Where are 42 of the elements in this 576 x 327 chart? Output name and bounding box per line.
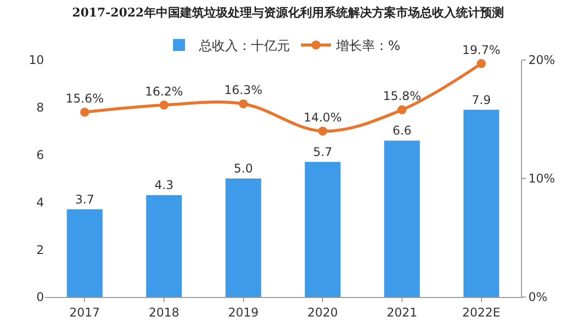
y2-tick-label: 10% — [528, 172, 556, 186]
y-tick-label: 8 — [36, 100, 44, 115]
y2-tick-label: 0% — [528, 290, 548, 304]
data-label: 16.3% — [224, 83, 262, 98]
point — [160, 100, 168, 110]
y-tick-label: 4 — [36, 195, 44, 210]
legend-label: 总收入：十亿元 — [198, 39, 290, 54]
data-label: 19.7% — [462, 42, 500, 57]
bar — [225, 178, 262, 297]
point — [398, 105, 406, 114]
x-tick-label: 2019 — [228, 305, 259, 320]
x-tick-label: 2018 — [148, 305, 180, 320]
data-label: 5.7 — [313, 144, 332, 159]
data-label: 5.0 — [234, 162, 253, 176]
bar — [304, 162, 341, 297]
legend-label: 增长率：% — [335, 38, 400, 54]
point — [318, 126, 328, 136]
data-label: 16.2% — [144, 84, 184, 98]
y-tick-label: 6 — [36, 148, 44, 162]
bar — [66, 209, 103, 297]
y-tick-label: 10 — [28, 53, 44, 68]
y-tick-label: 2 — [36, 242, 44, 257]
point — [476, 59, 486, 68]
bar — [384, 140, 420, 297]
data-label: 14.0% — [304, 110, 342, 124]
data-label: 15.6% — [66, 92, 104, 106]
x-tick-label: 2021 — [386, 305, 418, 320]
y-tick-label: 0 — [36, 290, 44, 304]
data-label: 6.6 — [392, 124, 412, 138]
x-tick-label: 2017 — [69, 305, 100, 320]
point — [80, 108, 90, 117]
x-tick-label: 2022E — [462, 305, 500, 320]
data-label: 15.8% — [382, 89, 422, 104]
y2-tick-label: 20% — [528, 53, 556, 68]
data-label: 3.7 — [75, 192, 94, 206]
x-tick-label: 2020 — [307, 305, 338, 320]
bar — [146, 195, 182, 297]
bar — [463, 110, 500, 297]
chart-title: 2017-2022年中国建筑垃圾处理与资源化利用系统解决方案市场总收入统计预测 — [72, 6, 504, 20]
data-label: 4.3 — [154, 178, 174, 192]
point — [238, 99, 248, 108]
data-label: 7.9 — [472, 92, 491, 107]
